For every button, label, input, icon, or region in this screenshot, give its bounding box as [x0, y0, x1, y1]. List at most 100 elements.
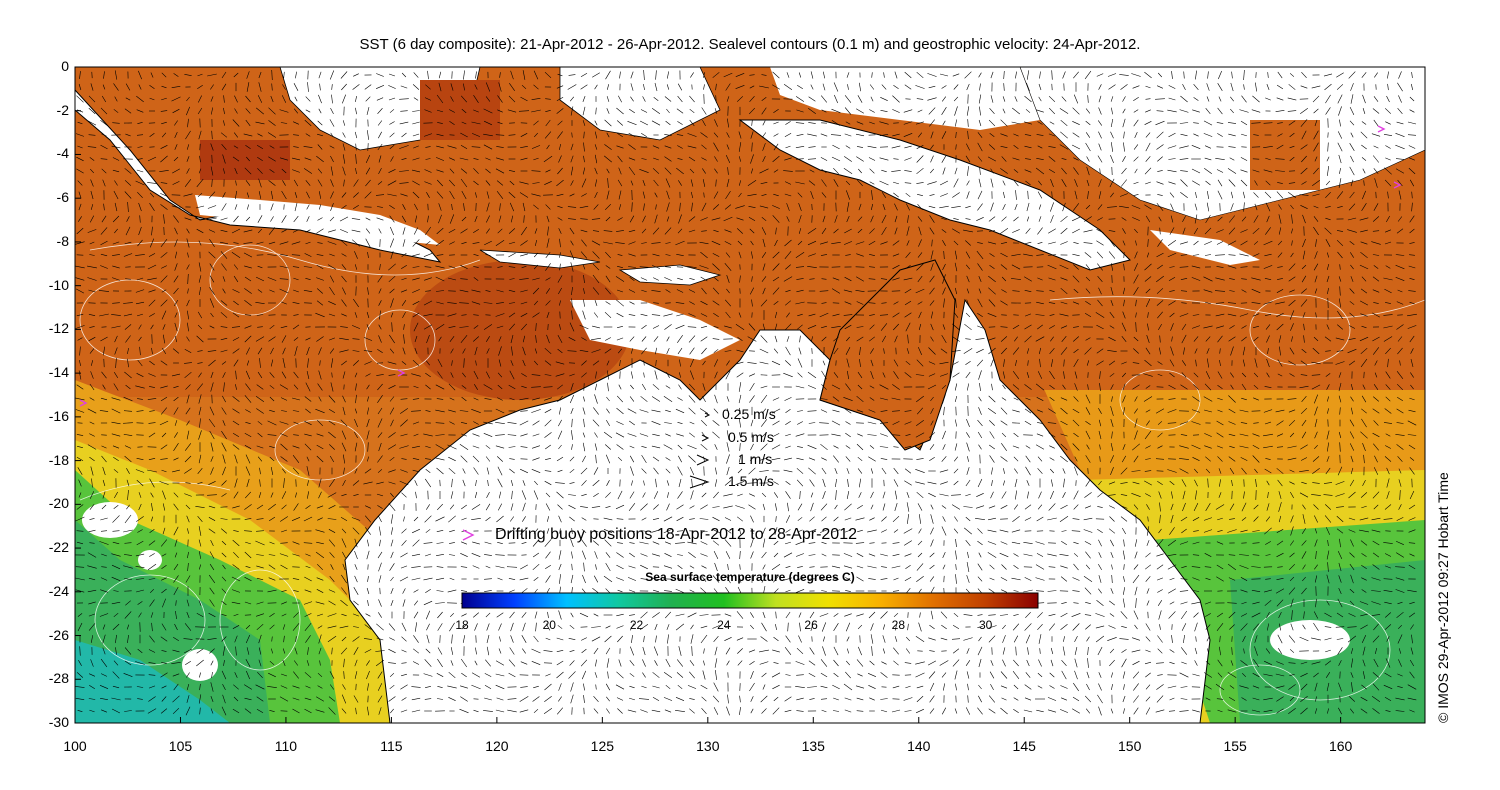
velocity-arrow: [604, 311, 612, 319]
velocity-arrow: [376, 481, 384, 485]
velocity-arrow: [1047, 254, 1057, 256]
velocity-arrow: [1240, 229, 1248, 233]
velocity-arrow: [1156, 300, 1164, 306]
velocity-arrow: [291, 254, 301, 256]
velocity-arrow: [412, 239, 420, 247]
velocity-arrow: [547, 516, 549, 522]
velocity-arrow: [496, 515, 504, 523]
velocity-arrow: [88, 601, 96, 605]
velocity-arrow: [930, 527, 934, 535]
velocity-arrow: [570, 143, 574, 151]
velocity-arrow: [713, 349, 719, 353]
velocity-arrow: [580, 229, 588, 233]
velocity-arrow: [149, 360, 155, 366]
velocity-arrow: [1203, 517, 1213, 521]
velocity-arrow: [1264, 527, 1272, 535]
velocity-arrow: [136, 134, 144, 136]
velocity-arrow: [90, 466, 94, 476]
velocity-arrow: [426, 360, 430, 366]
velocity-arrow: [929, 227, 935, 235]
velocity-arrow: [355, 394, 357, 404]
velocity-arrow: [1289, 481, 1295, 485]
velocity-arrow: [187, 273, 189, 285]
velocity-arrow: [546, 238, 550, 248]
velocity-arrow: [941, 456, 947, 462]
velocity-arrow: [161, 577, 167, 581]
velocity-arrow: [676, 134, 684, 136]
velocity-arrow: [1373, 420, 1379, 426]
velocity-arrow: [292, 410, 300, 412]
velocity-arrow: [687, 266, 697, 268]
velocity-arrow: [869, 254, 875, 256]
velocity-arrow: [112, 530, 120, 532]
velocity-arrow: [318, 347, 322, 355]
velocity-arrow: [1015, 71, 1017, 79]
velocity-arrow: [341, 528, 347, 534]
velocity-arrow: [425, 410, 431, 412]
velocity-arrow: [531, 109, 541, 113]
velocity-arrow: [1229, 290, 1235, 292]
velocity-arrow: [1204, 445, 1212, 449]
velocity-arrow: [1327, 442, 1329, 452]
velocity-arrow: [702, 395, 706, 403]
velocity-arrow: [1098, 84, 1102, 90]
velocity-arrow: [1326, 156, 1330, 162]
velocity-arrow: [1395, 254, 1405, 256]
velocity-arrow: [521, 385, 527, 389]
velocity-arrow: [175, 335, 177, 343]
velocity-arrow: [1074, 371, 1078, 379]
velocity-arrow: [90, 179, 94, 187]
velocity-arrow: [353, 73, 359, 77]
velocity-arrow: [533, 360, 539, 366]
velocity-arrow: [1350, 132, 1354, 138]
velocity-arrow: [892, 264, 900, 270]
velocity-arrow: [1324, 83, 1332, 91]
velocity-arrow: [185, 384, 191, 390]
velocity-arrow: [1409, 228, 1415, 234]
velocity-arrow: [1085, 142, 1091, 152]
velocity-arrow: [1084, 347, 1092, 355]
velocity-arrow: [495, 529, 505, 533]
velocity-arrow: [558, 155, 562, 163]
velocity-arrow: [1337, 466, 1343, 476]
velocity-arrow: [640, 564, 648, 570]
velocity-arrow: [1099, 371, 1101, 379]
velocity-arrow: [679, 359, 681, 367]
velocity-arrow: [1240, 169, 1248, 173]
velocity-arrow: [268, 107, 276, 115]
velocity-arrow: [652, 227, 660, 235]
velocity-arrow: [425, 84, 431, 90]
velocity-arrow: [832, 144, 840, 150]
velocity-arrow: [1131, 493, 1141, 497]
velocity-arrow: [245, 541, 251, 545]
velocity-arrow: [927, 73, 937, 77]
velocity-arrow: [221, 600, 227, 606]
velocity-arrow: [880, 97, 888, 101]
velocity-arrow: [653, 97, 659, 101]
velocity-arrow: [583, 396, 585, 402]
velocity-arrow: [436, 94, 444, 104]
velocity-arrow: [1277, 278, 1283, 280]
velocity-arrow: [124, 514, 132, 524]
velocity-arrow: [820, 398, 828, 400]
velocity-arrow: [1073, 326, 1079, 328]
velocity-arrow: [904, 312, 912, 318]
velocity-arrow: [772, 276, 780, 282]
velocity-arrow: [855, 133, 865, 137]
velocity-arrow: [1156, 275, 1164, 283]
velocity-arrow: [1251, 122, 1261, 124]
velocity-arrow: [928, 492, 936, 498]
velocity-arrow: [641, 158, 647, 160]
velocity-arrow: [667, 492, 669, 498]
velocity-arrow: [1275, 170, 1285, 172]
velocity-arrow: [628, 253, 636, 257]
velocity-arrow: [1123, 299, 1125, 307]
velocity-arrow: [282, 468, 286, 474]
velocity-arrow: [1083, 229, 1093, 233]
velocity-arrow: [448, 179, 456, 187]
velocity-arrow: [244, 576, 252, 582]
velocity-arrow: [103, 71, 105, 79]
velocity-arrow: [976, 348, 984, 354]
velocity-arrow: [592, 419, 600, 427]
velocity-arrow: [989, 108, 995, 114]
